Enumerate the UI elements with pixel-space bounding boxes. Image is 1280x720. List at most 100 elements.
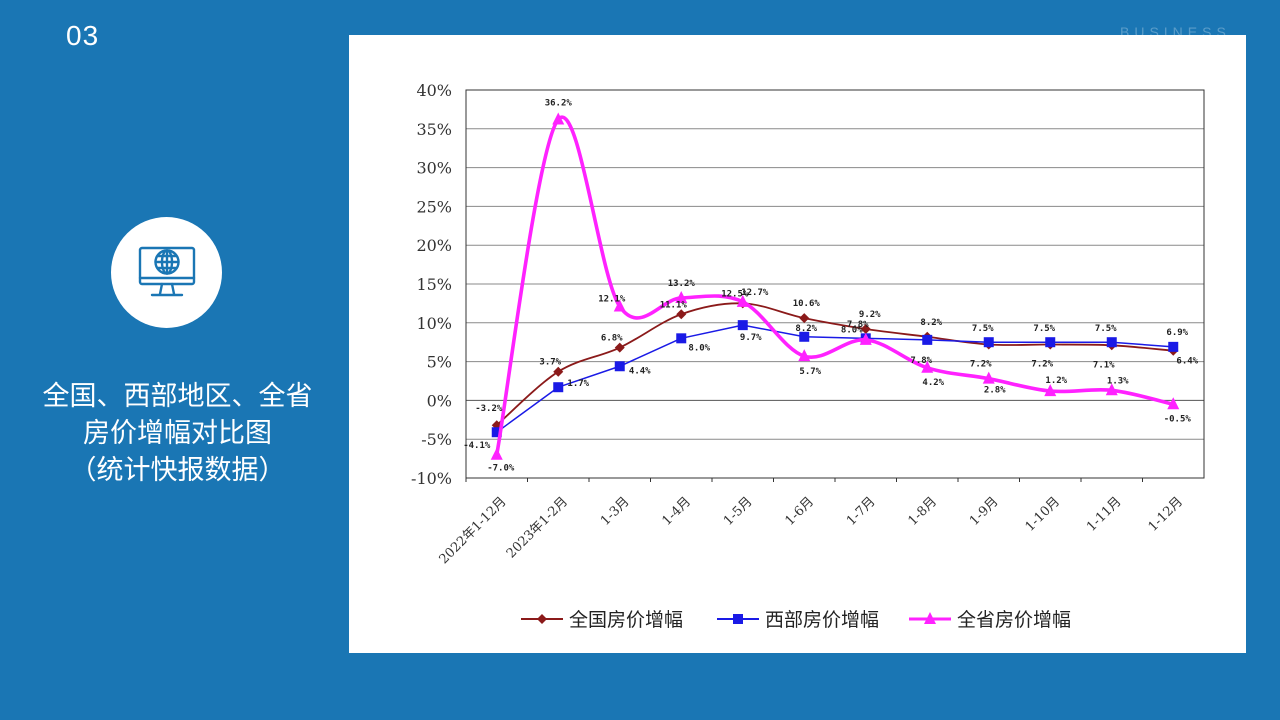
data-label: 8.2% bbox=[795, 324, 817, 334]
x-tick-label: 2022年1-12月 bbox=[437, 494, 510, 567]
data-label: 7.8% bbox=[910, 356, 932, 366]
data-point-2 bbox=[1168, 341, 1179, 352]
data-label: 7.5% bbox=[1095, 324, 1117, 334]
series-line-1 bbox=[496, 302, 1174, 426]
data-point-2 bbox=[676, 333, 687, 344]
legend-marker bbox=[924, 612, 936, 624]
data-point-3 bbox=[798, 349, 811, 362]
data-label: 8.2% bbox=[920, 318, 942, 328]
data-label: 8.0% bbox=[841, 325, 863, 335]
data-label: -4.1% bbox=[463, 441, 491, 451]
data-point-1 bbox=[614, 342, 625, 353]
y-tick-label: 25% bbox=[416, 197, 452, 216]
data-label: -7.0% bbox=[487, 464, 515, 474]
y-tick-label: 0% bbox=[427, 391, 452, 410]
data-label: 1.3% bbox=[1107, 376, 1129, 386]
data-point-2 bbox=[983, 337, 994, 348]
data-point-3 bbox=[552, 112, 565, 125]
data-label: 6.9% bbox=[1166, 328, 1188, 338]
data-point-2 bbox=[553, 382, 564, 393]
data-label: -0.5% bbox=[1164, 414, 1192, 424]
y-tick-label: 15% bbox=[416, 275, 452, 294]
data-label: 4.2% bbox=[922, 378, 944, 388]
data-label: 13.2% bbox=[668, 279, 696, 289]
data-point-1 bbox=[553, 366, 564, 377]
data-label: 3.7% bbox=[539, 358, 561, 368]
data-label: 7.5% bbox=[1033, 324, 1055, 334]
data-point-2 bbox=[1106, 337, 1117, 348]
x-tick-label: 1-9月 bbox=[967, 494, 1002, 529]
legend-label: 西部房价增幅 bbox=[765, 609, 879, 631]
globe-monitor-icon bbox=[138, 246, 195, 296]
data-label: 1.7% bbox=[567, 379, 589, 389]
data-label: 12.5% bbox=[721, 289, 749, 299]
data-label: 7.8% bbox=[847, 320, 869, 330]
data-label: 7.1% bbox=[1093, 360, 1115, 370]
line-chart: 40% 35% 30% 25% 20% 15% 10% 5% 0% -5% -10% 2022年1-1… bbox=[411, 81, 1205, 631]
legend-label: 全国房价增幅 bbox=[569, 609, 683, 631]
data-point-2 bbox=[1045, 337, 1056, 348]
data-point-2 bbox=[799, 331, 810, 342]
legend-marker bbox=[537, 614, 547, 624]
data-point-3 bbox=[490, 447, 503, 460]
y-tick-label: -10% bbox=[411, 469, 452, 488]
data-label: 8.0% bbox=[688, 343, 710, 353]
data-label: 12.7% bbox=[741, 288, 769, 298]
slide-title: 全国、西部地区、全省 房价增幅对比图 （统计快报数据） bbox=[0, 378, 355, 489]
x-tick-label: 1-10月 bbox=[1023, 494, 1063, 534]
data-label: 2.8% bbox=[984, 386, 1006, 396]
data-label: 7.2% bbox=[970, 360, 992, 370]
data-point-1 bbox=[676, 309, 687, 320]
data-label: 10.6% bbox=[793, 299, 821, 309]
data-label: 9.2% bbox=[859, 310, 881, 320]
data-point-3 bbox=[1167, 397, 1180, 410]
data-point-3 bbox=[982, 371, 995, 384]
data-point-1 bbox=[860, 324, 871, 335]
data-label: 36.2% bbox=[545, 98, 573, 108]
title-line-1: 全国、西部地区、全省 bbox=[42, 381, 313, 412]
data-label: 11.1% bbox=[660, 300, 688, 310]
y-tick-label: 40% bbox=[416, 81, 452, 100]
legend-label: 全省房价增幅 bbox=[957, 609, 1071, 631]
legend-marker bbox=[733, 614, 743, 624]
y-tick-label: 35% bbox=[416, 120, 452, 139]
y-tick-label: 30% bbox=[416, 159, 452, 178]
data-point-1 bbox=[799, 313, 810, 324]
data-label: -3.2% bbox=[475, 404, 503, 414]
data-point-2 bbox=[737, 320, 748, 331]
y-tick-label: 10% bbox=[416, 314, 452, 333]
data-label: 6.8% bbox=[601, 334, 623, 344]
x-tick-label: 1-8月 bbox=[905, 494, 940, 529]
x-tick-label: 1-11月 bbox=[1084, 494, 1124, 534]
x-tick-label: 1-4月 bbox=[659, 494, 694, 529]
data-point-3 bbox=[675, 290, 688, 303]
y-tick-label: 5% bbox=[427, 353, 452, 372]
x-tick-label: 1-7月 bbox=[844, 494, 879, 529]
x-tick-label: 1-5月 bbox=[721, 494, 756, 529]
slide-number: 03 bbox=[66, 20, 100, 51]
data-label: 9.7% bbox=[740, 333, 762, 343]
data-point-3 bbox=[921, 360, 934, 373]
data-label: 5.7% bbox=[799, 367, 821, 377]
data-point-3 bbox=[1044, 384, 1057, 397]
y-tick-label: -5% bbox=[421, 430, 452, 449]
data-label: 4.4% bbox=[629, 366, 651, 376]
data-label: 7.2% bbox=[1031, 360, 1053, 370]
y-tick-label: 20% bbox=[416, 236, 452, 255]
title-line-2: 房价增幅对比图 bbox=[83, 418, 272, 449]
data-label: 7.5% bbox=[972, 324, 994, 334]
data-label: 6.4% bbox=[1176, 357, 1198, 367]
icon-badge bbox=[111, 217, 222, 328]
series-line-2 bbox=[496, 324, 1174, 433]
chart-panel: 40% 35% 30% 25% 20% 15% 10% 5% 0% -5% -10% 2022年1-1… bbox=[349, 35, 1246, 653]
data-point-3 bbox=[859, 332, 872, 345]
x-tick-label: 1-3月 bbox=[598, 494, 633, 529]
data-point-2 bbox=[614, 361, 625, 372]
data-point-2 bbox=[491, 427, 502, 438]
x-tick-label: 1-6月 bbox=[782, 494, 817, 529]
data-point-3 bbox=[613, 299, 626, 312]
title-line-3: （统计快报数据） bbox=[69, 455, 286, 486]
x-tick-label: 2023年1-2月 bbox=[504, 494, 571, 561]
data-label: 12.1% bbox=[598, 295, 626, 305]
data-point-3 bbox=[736, 294, 749, 307]
